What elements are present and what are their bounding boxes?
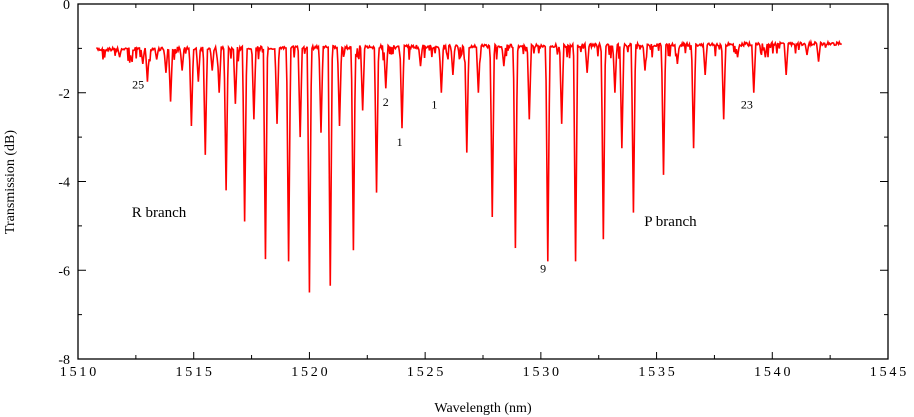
x-tick-labels: 1 5 1 0 1 5 1 5 1 5 2 0 1 5 2 5 1 5 3 0 1 5 3… — [60, 365, 906, 380]
x-axis-title: Wavelength (nm) — [434, 401, 532, 416]
x-tick-label: 1 5 1 0 — [60, 365, 96, 380]
y-tick-labels: 0 -2 -4 -6 -8 — [58, 0, 70, 368]
line-number-label: 25 — [132, 77, 144, 91]
y-tick-label: -4 — [58, 176, 70, 191]
y-tick-label: -2 — [58, 87, 70, 102]
y-tick-label: -6 — [58, 264, 70, 279]
y-tick-label: -8 — [58, 353, 70, 368]
x-tick-label: 1 5 3 0 — [523, 365, 559, 380]
line-number-label: 9 — [540, 261, 546, 275]
y-tick-label: 0 — [63, 0, 70, 13]
peak-annotations: R branch P branch 25 2 1 1 9 23 — [132, 77, 753, 275]
y-axis-title: Transmission (dB) — [3, 130, 18, 234]
line-number-label: 1 — [397, 135, 403, 149]
line-number-label: 1 — [431, 97, 437, 111]
x-tick-label: 1 5 4 0 — [754, 365, 790, 380]
axis-ticks — [77, 3, 889, 360]
x-tick-label: 1 5 2 5 — [407, 365, 443, 380]
x-tick-label: 1 5 3 5 — [638, 365, 674, 380]
x-tick-label: 1 5 4 5 — [870, 365, 906, 380]
x-tick-label: 1 5 1 5 — [176, 365, 212, 380]
x-tick-label: 1 5 2 0 — [291, 365, 327, 380]
line-number-label: 2 — [383, 95, 389, 109]
line-number-label: 23 — [741, 97, 753, 111]
branch-label: R branch — [132, 205, 187, 221]
transmission-trace — [95, 38, 843, 293]
branch-label: P branch — [644, 214, 697, 230]
